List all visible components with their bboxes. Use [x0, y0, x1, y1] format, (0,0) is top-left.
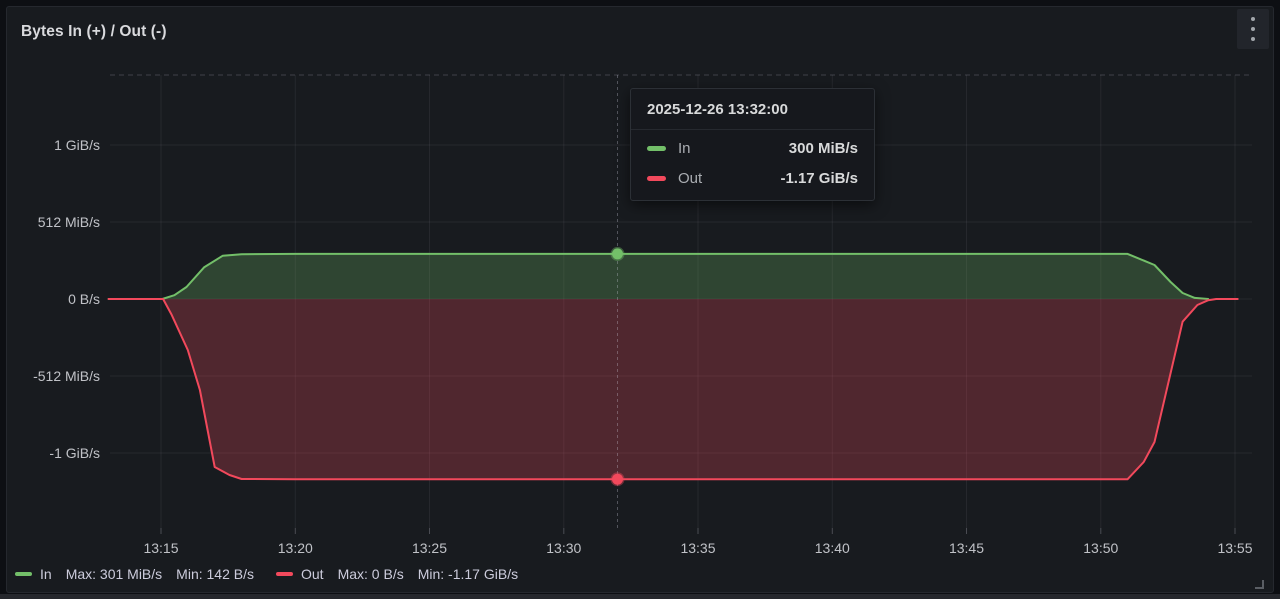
tooltip-row-in: In 300 MiB/s [647, 140, 858, 157]
x-axis-label: 13:20 [278, 540, 313, 556]
legend-item-in[interactable]: In [40, 566, 52, 582]
legend-out-max: Max: 0 B/s [337, 566, 404, 582]
y-axis-label: -1 GiB/s [49, 445, 100, 461]
legend-item-out[interactable]: Out [301, 566, 324, 582]
legend-in-max: Max: 301 MiB/s [65, 566, 163, 582]
out-series-color-icon [276, 571, 293, 577]
tooltip-series-value: 300 MiB/s [788, 140, 858, 157]
tooltip-series-label: In [678, 140, 691, 157]
in-hover-point [610, 246, 625, 261]
page-bottom-strip [0, 594, 1280, 599]
y-axis-label: 0 B/s [68, 291, 100, 307]
in-series-line [107, 252, 1210, 300]
in-series-area [108, 253, 1209, 299]
legend-out-min: Min: -1.17 GiB/s [417, 566, 519, 582]
x-axis-label: 13:40 [815, 540, 850, 556]
x-axis-label: 13:45 [949, 540, 984, 556]
x-axis-label: 13:35 [680, 540, 715, 556]
kebab-menu-icon [1251, 37, 1255, 41]
tooltip-series-label: Out [678, 170, 703, 187]
kebab-menu-icon [1251, 27, 1255, 31]
chart-legend: In Max: 301 MiB/s Min: 142 B/s Out Max: … [15, 563, 518, 585]
chart-tooltip: 2025-12-26 13:32:00 In 300 MiB/s Out -1.… [630, 88, 875, 201]
panel-menu-button[interactable] [1237, 9, 1269, 49]
kebab-menu-icon [1251, 17, 1255, 21]
x-axis-label: 13:55 [1217, 540, 1252, 556]
y-axis-label: -512 MiB/s [33, 368, 100, 384]
x-axis-label: 13:30 [546, 540, 581, 556]
out-hover-point [610, 472, 625, 487]
out-series-area [108, 299, 1238, 480]
tooltip-row-out: Out -1.17 GiB/s [647, 170, 858, 187]
x-axis-label: 13:25 [412, 540, 447, 556]
panel-resize-handle[interactable] [1255, 580, 1264, 589]
in-series-color-icon [15, 571, 32, 577]
panel-title: Bytes In (+) / Out (-) [21, 23, 167, 40]
tooltip-body: In 300 MiB/s Out -1.17 GiB/s [631, 130, 874, 200]
y-axis-label: 1 GiB/s [54, 137, 100, 153]
legend-in-min: Min: 142 B/s [176, 566, 254, 582]
tooltip-timestamp: 2025-12-26 13:32:00 [647, 101, 788, 118]
x-axis-label: 13:50 [1083, 540, 1118, 556]
tooltip-series-value: -1.17 GiB/s [780, 170, 858, 187]
out-series-color-icon [647, 176, 666, 181]
out-series-line [107, 298, 1239, 481]
in-series-color-icon [647, 146, 666, 151]
tooltip-divider [631, 129, 874, 130]
x-axis-label: 13:15 [143, 540, 178, 556]
y-axis-label: 512 MiB/s [38, 214, 100, 230]
